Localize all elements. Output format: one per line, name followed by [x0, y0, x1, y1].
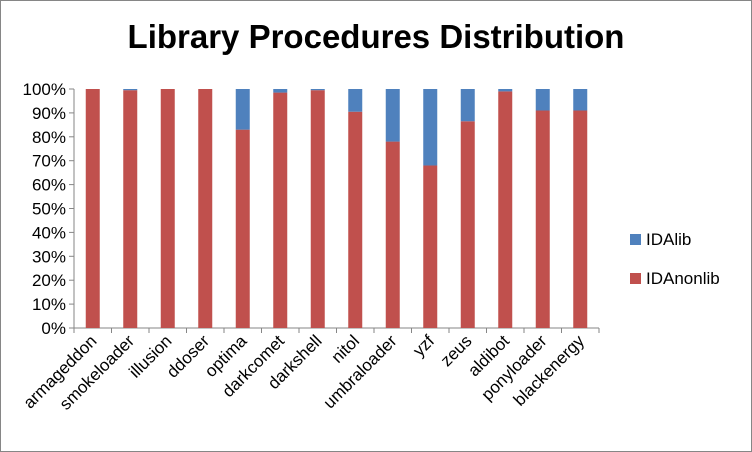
- bar-IDAnonlib: [310, 90, 325, 328]
- y-tick-label: 0%: [41, 319, 66, 338]
- bar-IDAnonlib: [573, 110, 588, 328]
- bar-IDAlib: [573, 89, 588, 111]
- y-tick-label: 20%: [32, 271, 66, 290]
- y-tick-label: 80%: [32, 128, 66, 147]
- y-tick-label: 30%: [32, 247, 66, 266]
- bar-IDAnonlib: [385, 141, 400, 328]
- bar-IDAnonlib: [460, 121, 475, 328]
- legend-swatch: [630, 273, 641, 284]
- bar-IDAlib: [123, 89, 138, 91]
- bar-IDAnonlib: [348, 111, 363, 328]
- y-tick-label: 100%: [23, 80, 66, 99]
- legend-label: IDAlib: [646, 230, 691, 249]
- legend-swatch: [630, 234, 641, 245]
- bar-IDAnonlib: [498, 91, 513, 328]
- x-tick-label: yzf: [409, 331, 438, 360]
- chart-title: Library Procedures Distribution: [127, 18, 625, 55]
- bar-IDAlib: [310, 89, 325, 91]
- y-tick-label: 70%: [32, 152, 66, 171]
- bar-IDAnonlib: [198, 89, 213, 328]
- bar-IDAlib: [385, 89, 400, 142]
- bar-IDAnonlib: [235, 129, 250, 328]
- y-tick-label: 40%: [32, 223, 66, 242]
- y-tick-label: 50%: [32, 200, 66, 219]
- bar-IDAlib: [348, 89, 363, 112]
- bar-IDAlib: [498, 89, 513, 92]
- bar-IDAnonlib: [423, 165, 438, 328]
- y-tick-label: 60%: [32, 176, 66, 195]
- bar-IDAnonlib: [85, 89, 100, 328]
- bar-IDAlib: [235, 89, 250, 130]
- y-tick-label: 10%: [32, 295, 66, 314]
- x-tick-label: ddoser: [163, 331, 213, 381]
- bar-IDAnonlib: [273, 92, 288, 329]
- y-tick-label: 90%: [32, 104, 66, 123]
- bar-IDAlib: [423, 89, 438, 166]
- bar-IDAlib: [535, 89, 550, 111]
- bar-IDAlib: [460, 89, 475, 122]
- legend-label: IDAnonlib: [646, 269, 720, 288]
- bar-IDAnonlib: [160, 89, 175, 328]
- bar-IDAnonlib: [535, 110, 550, 328]
- bar-IDAnonlib: [123, 90, 138, 328]
- bar-IDAlib: [273, 89, 288, 93]
